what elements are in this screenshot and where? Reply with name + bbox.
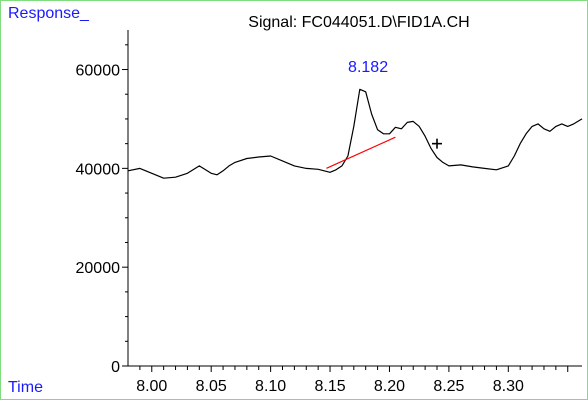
signal-trace <box>127 88 583 179</box>
x-tick-label: 8.20 <box>374 378 405 395</box>
y-axis-label: Response_ <box>8 5 89 22</box>
y-tick-label: 40000 <box>76 161 121 178</box>
integration-baseline <box>326 136 396 169</box>
chart-title: Signal: FC044051.D\FID1A.CH <box>248 14 470 31</box>
x-tick-label: 8.25 <box>433 378 464 395</box>
x-tick-label: 8.00 <box>136 378 167 395</box>
x-tick-label: 8.15 <box>314 378 345 395</box>
y-tick-label: 60000 <box>76 63 121 80</box>
y-tick-label: 0 <box>111 359 120 376</box>
x-tick-label: 8.05 <box>196 378 227 395</box>
x-tick-label: 8.10 <box>255 378 286 395</box>
y-tick-label: 20000 <box>76 260 121 277</box>
x-tick-label: 8.30 <box>493 378 524 395</box>
peak-retention-label: 8.182 <box>348 59 388 76</box>
x-axis-label: Time <box>8 379 43 396</box>
